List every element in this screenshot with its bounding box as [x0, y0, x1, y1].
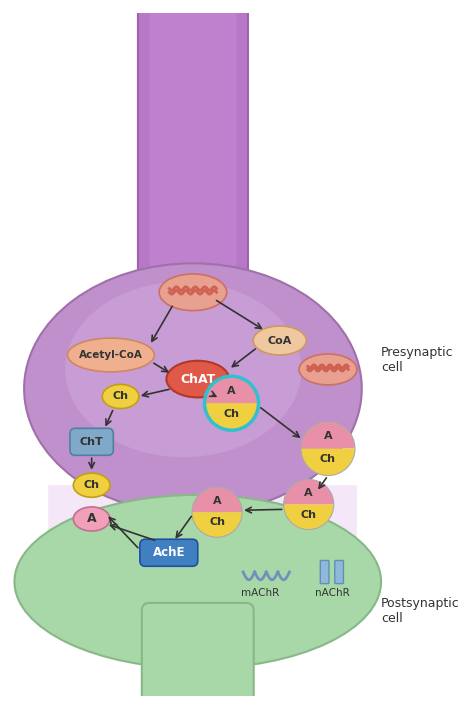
- Ellipse shape: [166, 361, 229, 398]
- Polygon shape: [301, 449, 355, 476]
- Polygon shape: [192, 512, 242, 537]
- FancyBboxPatch shape: [335, 560, 344, 584]
- Text: Ch: Ch: [301, 510, 317, 520]
- Polygon shape: [283, 479, 334, 505]
- FancyBboxPatch shape: [140, 540, 198, 566]
- Polygon shape: [204, 376, 258, 403]
- Polygon shape: [301, 422, 355, 449]
- Text: A: A: [304, 489, 313, 498]
- Text: Ch: Ch: [209, 518, 225, 527]
- Polygon shape: [283, 505, 334, 530]
- Text: ChAT: ChAT: [180, 373, 215, 386]
- Text: Acetyl-CoA: Acetyl-CoA: [79, 350, 143, 360]
- Ellipse shape: [159, 274, 227, 311]
- FancyBboxPatch shape: [70, 428, 113, 455]
- FancyBboxPatch shape: [149, 8, 237, 268]
- Ellipse shape: [24, 263, 362, 514]
- Text: AchE: AchE: [153, 546, 185, 559]
- Text: Presynaptic
cell: Presynaptic cell: [381, 346, 454, 374]
- Ellipse shape: [15, 495, 381, 669]
- Text: Ch: Ch: [320, 454, 336, 464]
- Ellipse shape: [65, 281, 301, 457]
- FancyBboxPatch shape: [142, 603, 254, 705]
- Text: A: A: [227, 386, 236, 396]
- Polygon shape: [204, 403, 258, 430]
- Ellipse shape: [102, 384, 139, 408]
- FancyBboxPatch shape: [138, 8, 248, 278]
- Text: A: A: [324, 431, 332, 442]
- Text: A: A: [87, 513, 96, 525]
- Text: A: A: [213, 496, 221, 506]
- Text: Ch: Ch: [83, 480, 100, 490]
- Ellipse shape: [73, 507, 110, 531]
- Text: Postsynaptic
cell: Postsynaptic cell: [381, 597, 460, 625]
- Ellipse shape: [67, 338, 155, 372]
- Text: Ch: Ch: [113, 391, 128, 401]
- Text: mAChR: mAChR: [241, 588, 280, 598]
- Ellipse shape: [299, 354, 357, 385]
- Text: CoA: CoA: [268, 335, 292, 345]
- FancyBboxPatch shape: [48, 485, 357, 562]
- Text: nAChR: nAChR: [315, 588, 350, 598]
- Ellipse shape: [253, 326, 306, 355]
- Text: ChT: ChT: [80, 437, 103, 447]
- FancyBboxPatch shape: [320, 560, 329, 584]
- Text: Ch: Ch: [224, 409, 239, 419]
- Polygon shape: [192, 487, 242, 512]
- Ellipse shape: [73, 473, 110, 497]
